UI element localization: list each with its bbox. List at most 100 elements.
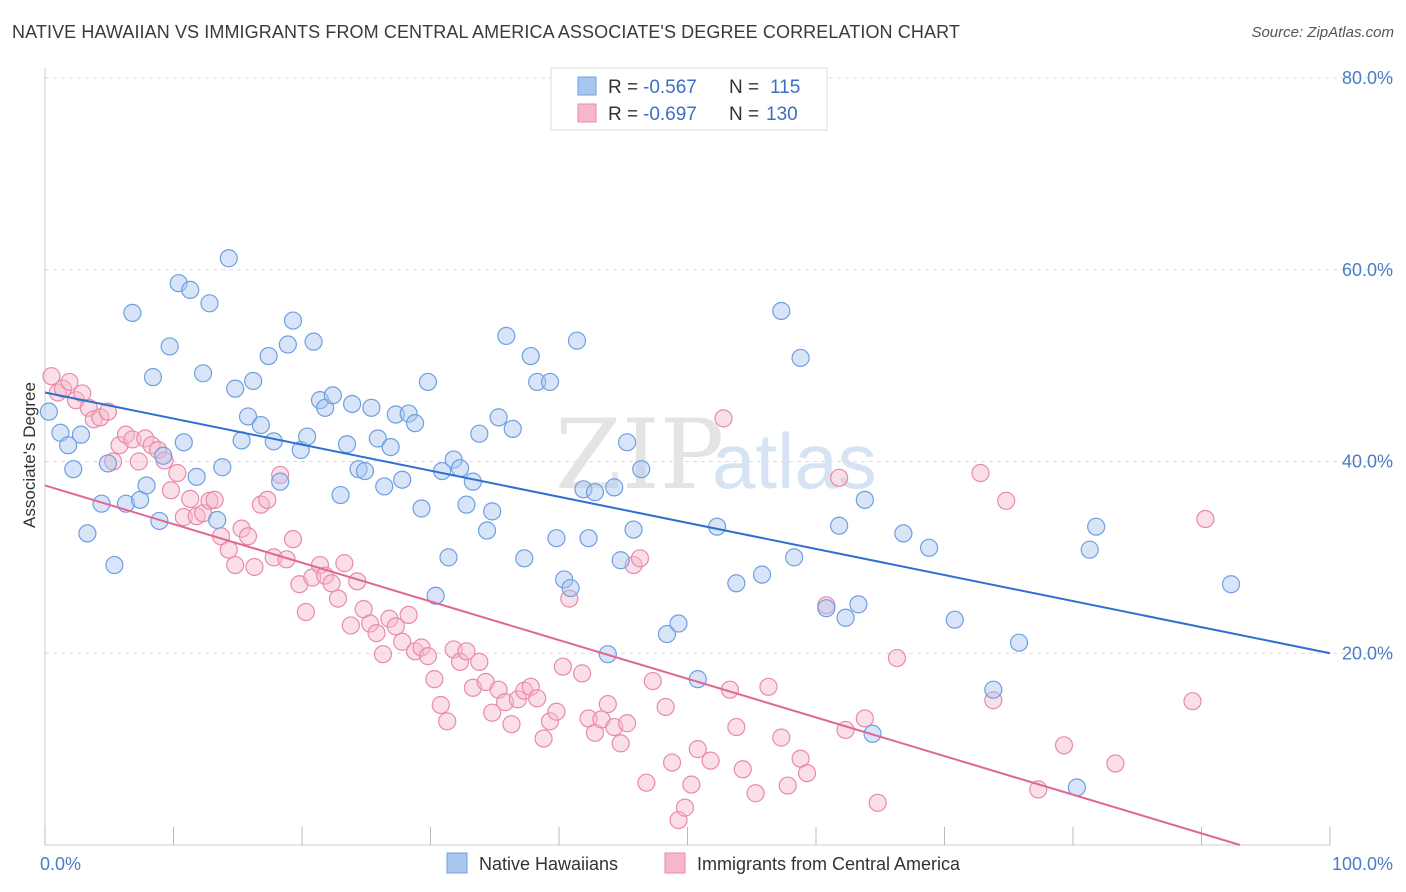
- hawaiian-point: [463, 472, 483, 491]
- hawaiian-point: [238, 407, 258, 426]
- immigrant-point: [637, 773, 656, 792]
- axes: [44, 68, 1331, 846]
- hawaiian-point: [264, 432, 283, 451]
- hawaiian-point: [1080, 540, 1099, 559]
- hawaiian-point: [418, 372, 438, 392]
- immigrant-point: [746, 784, 765, 803]
- immigrant-point: [733, 760, 752, 779]
- immigrant-point: [219, 540, 238, 559]
- hawaiian-point: [193, 364, 213, 383]
- hawaiian-point: [169, 274, 188, 293]
- immigrant-point: [630, 549, 650, 568]
- hawaiian-point: [984, 680, 1003, 699]
- immigrant-point: [174, 508, 193, 527]
- hawaiian-point: [450, 459, 470, 478]
- immigrant-point: [322, 574, 341, 593]
- immigrant-point: [42, 367, 61, 386]
- immigrant-point: [367, 624, 386, 643]
- hawaiian-point: [585, 483, 605, 502]
- immigrant-point: [553, 657, 572, 676]
- immigrant-point: [1054, 736, 1074, 755]
- immigrant-point: [688, 740, 707, 759]
- legend-n-label-1: N =: [729, 77, 759, 98]
- hawaiian-point: [219, 249, 238, 268]
- immigrant-point: [431, 695, 450, 715]
- immigrant-point: [759, 677, 778, 696]
- legend-r-value-2: -0.697: [643, 104, 697, 125]
- hawaiian-point: [368, 429, 387, 448]
- hawaiian-point: [785, 548, 804, 567]
- hawaiian-point: [567, 331, 587, 350]
- hawaiian-point: [244, 371, 263, 391]
- hawaiian-point: [412, 499, 431, 518]
- immigrant-point: [534, 729, 553, 748]
- x-tick-label-min: 0.0%: [40, 854, 81, 874]
- immigrant-point: [971, 463, 990, 483]
- immigrant-point: [714, 409, 733, 428]
- hawaiian-point: [323, 386, 342, 405]
- immigrant-point: [271, 465, 290, 485]
- hawaiian-point: [632, 460, 651, 479]
- bottom-legend-label-1: Native Hawaiians: [479, 854, 618, 874]
- hawaiian-point: [59, 436, 78, 455]
- immigrant-point: [181, 489, 200, 508]
- hawaiian-point: [399, 404, 418, 423]
- immigrant-point: [521, 677, 540, 696]
- hawaiian-point: [362, 398, 381, 417]
- immigrant-point: [205, 490, 224, 509]
- legend-n-value-1: 115: [770, 77, 800, 98]
- immigrant-point: [470, 652, 489, 671]
- immigrant-point: [393, 632, 412, 651]
- immigrant-point: [341, 616, 360, 635]
- immigrant-point: [611, 734, 630, 753]
- bottom-legend: Native Hawaiians Immigrants from Central…: [446, 852, 961, 874]
- hawaiian-point: [78, 524, 97, 543]
- immigrant-point: [540, 712, 560, 731]
- hawaiian-point: [283, 311, 303, 330]
- legend-swatch-blue: [577, 76, 597, 96]
- immigrant-point: [283, 530, 303, 549]
- immigrant-point: [161, 481, 181, 500]
- hawaiian-point: [337, 435, 357, 454]
- watermark-zip: ZIP: [555, 399, 724, 511]
- hawaiian-point: [64, 460, 83, 479]
- hawaiian-point: [791, 348, 810, 368]
- immigrant-point: [98, 402, 118, 421]
- bottom-legend-swatch-pink: [664, 852, 686, 874]
- immigrant-point: [200, 491, 219, 510]
- hawaiian-point: [605, 478, 624, 497]
- legend-n-label-2: N =: [729, 104, 759, 125]
- watermark: ZIP atlas: [555, 399, 877, 511]
- hawaiian-point: [92, 494, 111, 513]
- y-tick-label: 40.0%: [1342, 452, 1393, 472]
- immigrant-point: [60, 372, 79, 392]
- hawaiian-point: [1009, 633, 1029, 652]
- immigrant-point: [855, 709, 874, 728]
- hawaiian-point: [503, 419, 522, 439]
- hawaiian-point: [528, 372, 547, 392]
- series-immigrants-points: [42, 367, 1215, 830]
- hawaiian-point: [259, 346, 278, 366]
- immigrant-point: [483, 703, 502, 722]
- hawaiian-point: [515, 549, 534, 568]
- hawaiian-point: [483, 502, 502, 521]
- hawaiian-point: [477, 521, 497, 540]
- hawaiian-point: [669, 614, 688, 633]
- hawaiian-point: [618, 433, 637, 452]
- hawaiian-point: [439, 548, 458, 567]
- immigrant-point: [887, 648, 907, 668]
- hawaiian-point: [187, 467, 206, 486]
- legend-r-label-2: R =: [608, 104, 638, 125]
- hawaiian-point: [497, 326, 516, 346]
- top-legend: R = -0.567 N = 115 R = -0.697 N = 130: [550, 67, 828, 131]
- immigrant-point: [643, 671, 662, 691]
- series-hawaiian-points: [39, 249, 1241, 797]
- bottom-legend-swatch-blue: [446, 852, 468, 874]
- immigrant-point: [1183, 692, 1202, 711]
- hawaiian-point: [919, 538, 939, 557]
- hawaiian-point: [817, 599, 836, 618]
- immigrant-point: [502, 715, 521, 734]
- hawaiian-point: [426, 586, 445, 605]
- immigrant-point: [656, 697, 675, 717]
- hawaiian-point: [181, 280, 200, 299]
